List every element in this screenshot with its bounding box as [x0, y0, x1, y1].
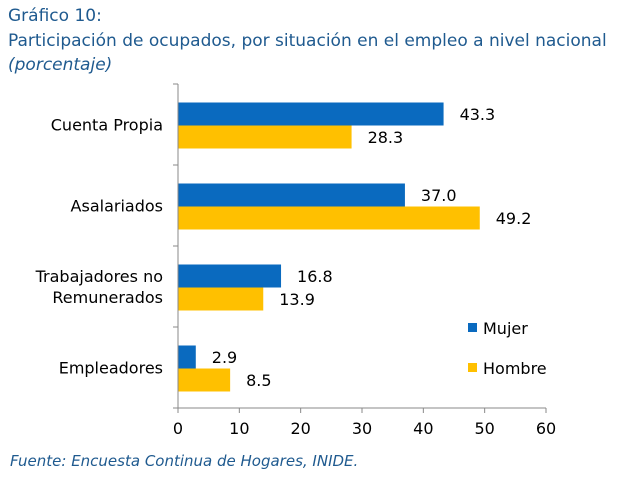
legend-label-mujer: Mujer	[483, 319, 528, 338]
chart-title: Gráfico 10:	[8, 6, 102, 26]
bar-hombre-3	[178, 368, 231, 392]
chart-subtitle: Participación de ocupados, por situación…	[8, 31, 607, 51]
legend-swatch-mujer	[468, 323, 477, 332]
bar-mujer-3	[178, 345, 196, 369]
data-label-hombre-3: 8.5	[246, 371, 271, 390]
x-tick-label-1: 10	[229, 419, 249, 438]
x-tick-label-0: 0	[173, 419, 183, 438]
category-label-2-1: Remunerados	[52, 288, 163, 307]
bar-mujer-2	[178, 264, 282, 288]
x-tick-label-5: 50	[474, 419, 494, 438]
x-tick-label-2: 20	[290, 419, 310, 438]
bar-hombre-1	[178, 206, 480, 230]
chart-unit-note: (porcentaje)	[8, 55, 113, 75]
data-label-hombre-0: 28.3	[368, 128, 404, 147]
data-label-hombre-1: 49.2	[496, 209, 532, 228]
bar-mujer-1	[178, 183, 405, 207]
x-tick-label-6: 60	[536, 419, 556, 438]
category-label-1-0: Asalariados	[71, 197, 163, 216]
x-tick-label-4: 40	[413, 419, 433, 438]
source-note: Fuente: Encuesta Continua de Hogares, IN…	[10, 452, 359, 470]
bar-hombre-0	[178, 125, 352, 149]
data-label-mujer-0: 43.3	[460, 105, 496, 124]
chart-title-block: Gráfico 10: Participación de ocupados, p…	[8, 4, 607, 76]
x-tick-label-3: 30	[352, 419, 372, 438]
category-label-3-0: Empleadores	[59, 359, 163, 378]
bar-mujer-0	[178, 102, 444, 126]
data-label-hombre-2: 13.9	[279, 290, 315, 309]
legend-label-hombre: Hombre	[483, 359, 547, 378]
category-label-2-0: Trabajadores no	[35, 267, 163, 286]
bar-hombre-2	[178, 287, 264, 311]
legend-swatch-hombre	[468, 363, 477, 372]
data-label-mujer-1: 37.0	[421, 186, 457, 205]
category-label-0-0: Cuenta Propia	[51, 116, 163, 135]
data-label-mujer-3: 2.9	[212, 348, 237, 367]
data-label-mujer-2: 16.8	[297, 267, 333, 286]
